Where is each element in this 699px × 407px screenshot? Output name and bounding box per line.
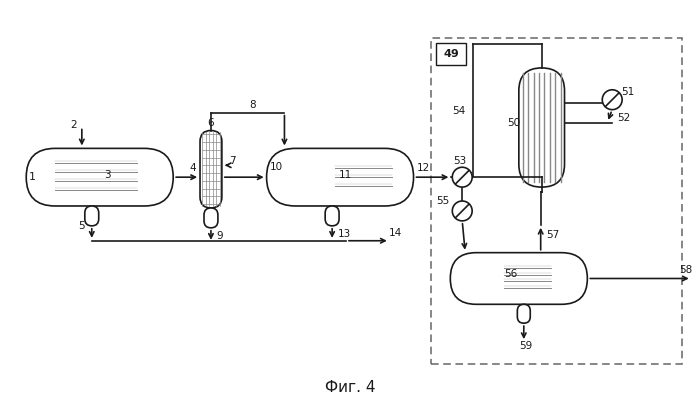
FancyBboxPatch shape [85,206,99,226]
Text: 1: 1 [29,172,36,182]
Text: 9: 9 [217,231,223,241]
FancyBboxPatch shape [519,68,565,187]
Text: 59: 59 [519,341,533,351]
FancyBboxPatch shape [450,253,587,304]
Circle shape [603,90,622,109]
Text: 5: 5 [78,221,85,231]
Circle shape [452,201,472,221]
Text: 10: 10 [270,162,283,172]
Text: 55: 55 [435,196,449,206]
Text: 49: 49 [443,49,459,59]
Circle shape [452,167,472,187]
Text: 53: 53 [454,156,467,166]
Text: 52: 52 [617,113,630,123]
Text: 8: 8 [250,100,256,109]
FancyBboxPatch shape [436,43,466,65]
FancyBboxPatch shape [200,131,222,208]
Text: 14: 14 [389,228,403,238]
Text: 51: 51 [621,87,635,97]
FancyBboxPatch shape [27,149,173,206]
Text: 56: 56 [504,269,517,278]
FancyBboxPatch shape [204,208,218,228]
Text: 6: 6 [208,118,215,127]
Text: Фиг. 4: Фиг. 4 [325,380,375,395]
Text: 2: 2 [71,120,77,129]
FancyBboxPatch shape [266,149,414,206]
FancyBboxPatch shape [517,304,531,323]
Text: 50: 50 [507,118,521,127]
Text: 54: 54 [453,106,466,116]
Text: 57: 57 [546,230,559,240]
Text: 13: 13 [338,229,351,239]
Bar [431,38,682,364]
Text: 3: 3 [104,170,111,180]
Text: 11: 11 [338,170,352,180]
Text: 58: 58 [679,265,692,275]
Text: 7: 7 [229,156,236,166]
FancyBboxPatch shape [325,206,339,226]
Text: 4: 4 [189,163,196,173]
Text: 12: 12 [417,163,430,173]
